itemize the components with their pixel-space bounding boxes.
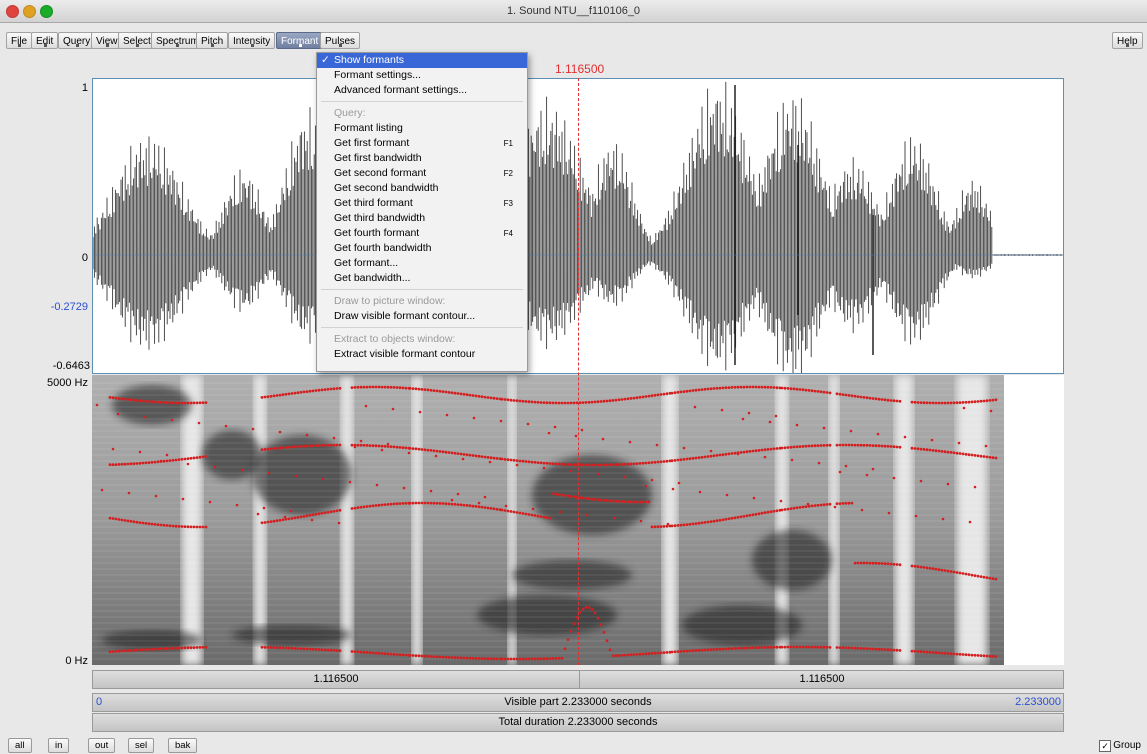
menu-pitch[interactable]: Pitch — [196, 32, 229, 49]
menu-help[interactable]: Help — [1112, 32, 1143, 49]
menu-item[interactable]: Get first formant F1 — [317, 136, 527, 151]
visible-part-label: Visible part 2.233000 seconds — [504, 696, 652, 708]
menu-item-label: Formant settings... — [334, 69, 421, 81]
checkmark-icon: ✓ — [1099, 740, 1112, 752]
cursor-time-label: 1.116500 — [555, 62, 605, 76]
menu-pulses[interactable]: Pulses — [320, 32, 361, 49]
menu-item[interactable]: Get first bandwidth — [317, 151, 527, 166]
zoom-window-icon[interactable] — [40, 5, 53, 18]
cursor-line — [578, 78, 579, 665]
menu-item-label: Get first bandwidth — [334, 152, 422, 164]
wave-cursor-value-label: -0.2729 — [50, 301, 88, 313]
menu-shortcut: F2 — [503, 169, 513, 178]
menu-item-label: Get fourth bandwidth — [334, 242, 432, 254]
menu-query[interactable]: Query — [58, 32, 96, 49]
menu-item[interactable]: Get bandwidth... — [317, 271, 527, 286]
menu-shortcut: F1 — [503, 139, 513, 148]
menu-item[interactable]: Advanced formant settings... — [317, 83, 527, 98]
segment-bar: 1.116500 1.116500 — [92, 670, 1064, 689]
menu-item[interactable]: ✓ Show formants — [317, 53, 527, 68]
formant-dropdown-menu: ✓ Show formants Formant settings... Advance… — [316, 52, 528, 372]
menu-file[interactable]: File — [6, 32, 33, 49]
menu-item-label: Get second formant — [334, 167, 427, 179]
menu-item-label: Formant listing — [334, 122, 403, 134]
minimize-window-icon[interactable] — [23, 5, 36, 18]
menu-item-label: Query: — [334, 107, 366, 119]
group-label: Group — [1113, 740, 1141, 751]
spectrogram-plot — [92, 375, 1004, 665]
menu-shortcut: F3 — [503, 199, 513, 208]
menu-item-label: Draw visible formant contour... — [334, 310, 476, 322]
menu-item[interactable]: Extract visible formant contour — [317, 347, 527, 362]
menu-separator — [321, 289, 523, 290]
menu-item-label: Extract visible formant contour — [334, 348, 476, 360]
menu-item-label: Advanced formant settings... — [334, 84, 468, 96]
wave-zero-label: 0 — [81, 252, 88, 264]
close-window-icon[interactable] — [6, 5, 19, 18]
group-checkbox[interactable]: ✓ Group — [1099, 738, 1141, 753]
menu-edit[interactable]: Edit — [31, 32, 59, 49]
menu-spectrum[interactable]: Spectrum — [151, 32, 204, 49]
menu-item-label: Extract to objects window: — [334, 333, 456, 345]
menu-item[interactable]: Formant listing — [317, 121, 527, 136]
segment-right[interactable]: 1.116500 — [799, 673, 845, 685]
menu-item[interactable]: Draw visible formant contour... — [317, 309, 527, 324]
menu-item-label: Show formants — [334, 54, 405, 66]
spectro-top-label: 5000 Hz — [47, 377, 88, 389]
menu-formant[interactable]: Formant — [276, 32, 324, 49]
zoom-in-button[interactable]: in — [48, 738, 70, 753]
segment-left[interactable]: 1.116500 — [93, 671, 580, 688]
wave-ymin-label: -0.6463 — [52, 360, 90, 372]
menu-item-label: Draw to picture window: — [334, 295, 446, 307]
spectro-bottom-label: 0 Hz — [65, 655, 88, 667]
zoom-back-button[interactable]: bak — [168, 738, 198, 753]
wave-ymax-label: 1 — [81, 82, 88, 94]
menu-item[interactable]: Get second formant F2 — [317, 166, 527, 181]
window-title: 1. Sound NTU__f110106_0 — [506, 5, 641, 17]
menu-item[interactable]: Get second bandwidth — [317, 181, 527, 196]
menu-item[interactable]: Get third bandwidth — [317, 211, 527, 226]
menu-item-label: Get second bandwidth — [334, 182, 439, 194]
menu-separator — [321, 101, 523, 102]
menu-item[interactable]: Get formant... — [317, 256, 527, 271]
zoom-out-button[interactable]: out — [88, 738, 116, 753]
menu-shortcut: F4 — [503, 229, 513, 238]
zoom-sel-button[interactable]: sel — [128, 738, 155, 753]
menu-item-label: Get formant... — [334, 257, 399, 269]
window-controls — [6, 5, 53, 18]
menu-item-label: Get bandwidth... — [334, 272, 411, 284]
menu-section-header: Query: — [317, 106, 527, 121]
menu-item[interactable]: Get fourth formant F4 — [317, 226, 527, 241]
visible-part-bar[interactable]: 0 Visible part 2.233000 seconds 2.233000 — [92, 693, 1064, 712]
menu-item-label: Get first formant — [334, 137, 410, 149]
menu-intensity[interactable]: Intensity — [228, 32, 276, 49]
menu-item[interactable]: Get third formant F3 — [317, 196, 527, 211]
zoom-all-button[interactable]: all — [8, 738, 32, 753]
menu-item-label: Get third bandwidth — [334, 212, 426, 224]
menu-item[interactable]: Formant settings... — [317, 68, 527, 83]
menu-select[interactable]: Select — [118, 32, 156, 49]
menu-section-header: Extract to objects window: — [317, 332, 527, 347]
menu-item-label: Get fourth formant — [334, 227, 420, 239]
visible-end-label: 2.233000 — [1015, 696, 1061, 708]
menu-section-header: Draw to picture window: — [317, 294, 527, 309]
menu-item-label: Get third formant — [334, 197, 413, 209]
menu-item[interactable]: Get fourth bandwidth — [317, 241, 527, 256]
menu-bar: File Edit Query View Select Spectrum Pit… — [0, 30, 1147, 52]
total-duration-label: Total duration 2.233000 seconds — [498, 716, 658, 728]
title-bar: 1. Sound NTU__f110106_0 — [0, 0, 1147, 23]
bottom-toolbar: all in out sel bak ✓ Group — [0, 738, 1147, 754]
menu-separator — [321, 327, 523, 328]
visible-start-label: 0 — [96, 696, 103, 708]
total-duration-bar[interactable]: Total duration 2.233000 seconds — [92, 713, 1064, 732]
checkmark-icon: ✓ — [321, 54, 330, 66]
